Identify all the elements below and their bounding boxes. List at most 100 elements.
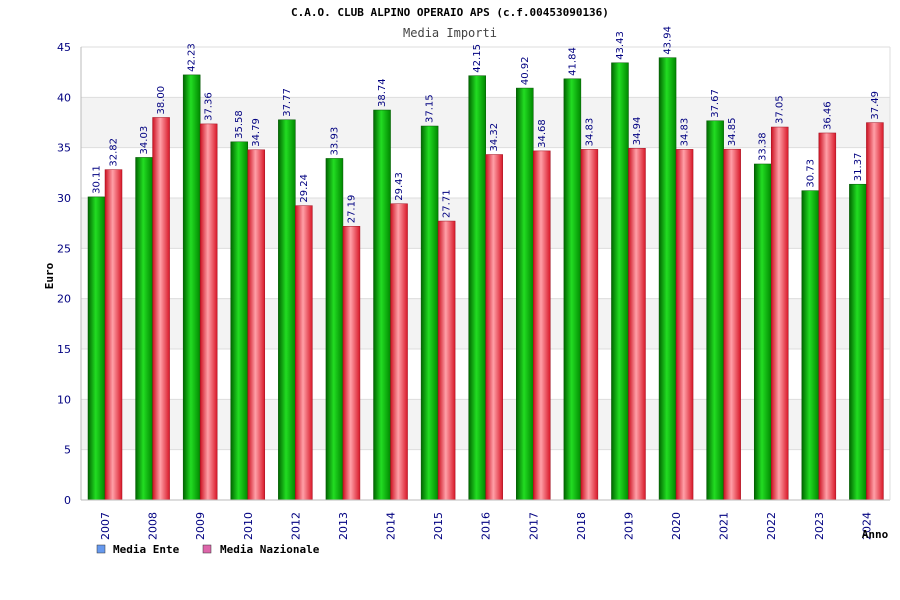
x-tick-label-2017: 2017 (527, 512, 540, 540)
legend-swatch-media-nazionale (202, 544, 212, 554)
value-label-media-ente-2017: 40.92 (520, 56, 531, 85)
value-label-media-nazionale-2010: 34.79 (251, 118, 262, 147)
x-tick-label-2023: 2023 (813, 512, 826, 540)
value-label-media-nazionale-2008: 38.00 (156, 86, 167, 115)
bar-media-nazionale-2009 (199, 123, 218, 501)
value-label-media-ente-2016: 42.15 (472, 44, 483, 73)
value-label-media-ente-2021: 37.67 (710, 89, 721, 118)
y-axis-label: Euro (43, 262, 56, 289)
value-label-media-ente-2019: 43.43 (615, 31, 626, 60)
bar-media-ente-2007 (87, 196, 106, 501)
legend: Media Ente Media Nazionale (96, 543, 320, 556)
value-labels: 30.11 32.82 34.03 38.00 42.23 37.36 35.58 34.79… (92, 26, 881, 223)
value-label-media-nazionale-2023: 36.46 (822, 101, 833, 130)
value-label-media-nazionale-2022: 37.05 (775, 95, 786, 124)
x-tick-label-2020: 2020 (670, 512, 683, 540)
value-label-media-nazionale-2014: 29.43 (394, 172, 405, 201)
bar-media-ente-2009 (182, 74, 201, 501)
bar-media-nazionale-2020 (675, 149, 694, 501)
x-tick-label-2015: 2015 (432, 512, 445, 540)
bars-group (87, 57, 884, 501)
legend-swatch-media-ente (96, 544, 106, 554)
value-label-media-ente-2013: 33.93 (329, 127, 340, 156)
value-label-media-ente-2020: 43.94 (663, 26, 674, 55)
value-label-media-ente-2023: 30.73 (805, 159, 816, 188)
bar-media-ente-2013 (325, 158, 344, 501)
x-tick-label-2012: 2012 (289, 512, 302, 540)
bar-media-nazionale-2010 (247, 149, 266, 501)
value-label-media-nazionale-2021: 34.85 (727, 118, 738, 147)
x-tick-label-2019: 2019 (622, 512, 635, 540)
bar-media-nazionale-2013 (342, 226, 361, 501)
x-tick-label-2013: 2013 (337, 512, 350, 540)
x-tick-label-2007: 2007 (99, 512, 112, 540)
bar-media-ente-2023 (801, 190, 820, 501)
y-tick-label: 30 (57, 192, 71, 205)
value-label-media-nazionale-2013: 27.19 (346, 195, 357, 224)
bar-media-nazionale-2015 (437, 220, 456, 501)
axes (80, 47, 891, 501)
bar-media-ente-2020 (658, 57, 677, 501)
bar-media-ente-2010 (230, 141, 249, 501)
x-tick-label-2008: 2008 (147, 512, 160, 540)
bar-media-ente-2018 (563, 78, 582, 501)
value-label-media-ente-2012: 37.77 (282, 88, 293, 117)
x-tick-label-2024: 2024 (860, 512, 873, 540)
legend-label-media-ente: Media Ente (113, 543, 180, 556)
value-label-media-nazionale-2009: 37.36 (204, 92, 215, 121)
bar-media-ente-2019 (611, 62, 629, 501)
x-tick-label-2010: 2010 (242, 512, 255, 540)
bar-media-nazionale-2018 (580, 149, 599, 501)
value-label-media-nazionale-2018: 34.83 (584, 118, 595, 147)
value-label-media-nazionale-2016: 34.32 (489, 123, 500, 152)
chart-subtitle: Media Importi (403, 26, 497, 40)
value-label-media-ente-2024: 31.37 (853, 153, 864, 182)
value-label-media-ente-2015: 37.15 (425, 94, 436, 123)
value-label-media-nazionale-2019: 34.94 (632, 117, 643, 146)
y-tick-label: 25 (57, 242, 71, 255)
value-label-media-ente-2010: 35.58 (234, 110, 245, 139)
x-tick-label-2018: 2018 (575, 512, 588, 540)
value-label-media-nazionale-2015: 27.71 (442, 189, 453, 218)
bar-media-ente-2016 (468, 75, 486, 501)
value-label-media-nazionale-2012: 29.24 (299, 174, 310, 203)
bar-media-ente-2008 (135, 157, 153, 501)
y-tick-label: 0 (64, 494, 71, 507)
x-tick-label-2014: 2014 (385, 512, 398, 540)
chart-title: C.A.O. CLUB ALPINO OPERAIO APS (c.f.0045… (291, 6, 609, 19)
bar-media-nazionale-2021 (723, 148, 741, 501)
bar-media-ente-2014 (373, 109, 391, 501)
y-tick-label: 35 (57, 142, 71, 155)
value-label-media-ente-2008: 34.03 (139, 126, 150, 155)
value-label-media-nazionale-2007: 32.82 (109, 138, 120, 167)
value-label-media-nazionale-2017: 34.68 (537, 119, 548, 148)
bar-media-nazionale-2016 (485, 154, 503, 501)
y-tick-labels: 0 5 10 15 20 25 30 35 40 45 (57, 41, 71, 507)
bar-media-ente-2024 (849, 183, 867, 501)
y-tick-label: 5 (64, 444, 71, 457)
bar-media-nazionale-2008 (152, 117, 170, 501)
value-label-media-ente-2018: 41.84 (567, 47, 578, 76)
y-tick-label: 15 (57, 343, 71, 356)
value-label-media-nazionale-2024: 37.49 (870, 91, 881, 120)
x-tick-labels: 2007 2008 2009 2010 2012 2013 2014 2015 2016 2017… (99, 512, 873, 540)
bar-media-nazionale-2017 (533, 150, 551, 501)
y-tick-label: 40 (57, 91, 71, 104)
value-label-media-ente-2009: 42.23 (187, 43, 198, 72)
bar-media-nazionale-2014 (390, 203, 408, 501)
y-tick-label: 10 (57, 393, 71, 406)
bar-media-ente-2022 (753, 163, 772, 501)
bar-media-nazionale-2019 (628, 148, 646, 501)
x-tick-label-2022: 2022 (765, 512, 778, 540)
y-tick-label: 20 (57, 293, 71, 306)
bar-media-ente-2017 (516, 87, 534, 501)
legend-label-media-nazionale: Media Nazionale (220, 543, 320, 556)
x-axis-label: Anno (862, 528, 889, 541)
x-tick-label-2016: 2016 (480, 512, 493, 540)
x-tick-label-2009: 2009 (194, 512, 207, 540)
bar-media-nazionale-2023 (818, 132, 837, 501)
value-label-media-nazionale-2020: 34.83 (680, 118, 691, 147)
value-label-media-ente-2014: 38.74 (377, 78, 388, 107)
